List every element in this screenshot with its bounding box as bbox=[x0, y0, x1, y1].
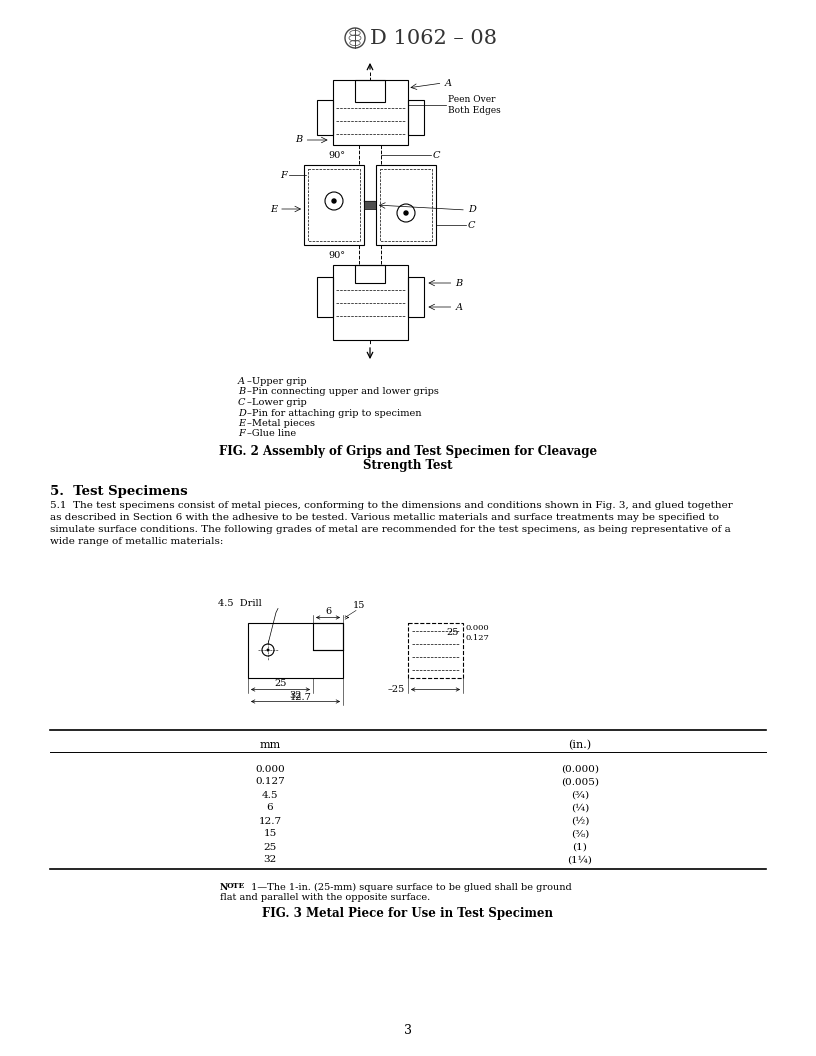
Text: B: B bbox=[455, 279, 463, 287]
Text: 12.7: 12.7 bbox=[259, 816, 282, 826]
Text: 15: 15 bbox=[264, 830, 277, 838]
Text: (1): (1) bbox=[573, 843, 588, 851]
Text: F: F bbox=[238, 430, 245, 438]
Text: (1¼): (1¼) bbox=[568, 855, 592, 865]
Text: 15: 15 bbox=[353, 602, 366, 610]
Text: FIG. 3 Metal Piece for Use in Test Specimen: FIG. 3 Metal Piece for Use in Test Speci… bbox=[263, 906, 553, 920]
Text: –Lower grip: –Lower grip bbox=[247, 398, 307, 407]
Text: (½): (½) bbox=[571, 816, 589, 826]
Text: as described in Section 6 with the adhesive to be tested. Various metallic mater: as described in Section 6 with the adhes… bbox=[50, 513, 719, 523]
Bar bbox=[313, 622, 343, 650]
Bar bbox=[380, 169, 432, 241]
Text: D: D bbox=[468, 206, 476, 214]
Text: –25: –25 bbox=[388, 685, 405, 694]
Text: (0.005): (0.005) bbox=[561, 777, 599, 787]
Text: OTE: OTE bbox=[227, 883, 246, 890]
Text: 6: 6 bbox=[267, 804, 273, 812]
Bar bbox=[248, 622, 343, 678]
Text: 90°: 90° bbox=[328, 250, 345, 260]
Circle shape bbox=[267, 648, 269, 652]
Bar bbox=[332, 265, 407, 340]
Text: FIG. 2 Assembly of Grips and Test Specimen for Cleavage: FIG. 2 Assembly of Grips and Test Specim… bbox=[219, 446, 597, 458]
Text: 25: 25 bbox=[446, 628, 459, 637]
Text: A: A bbox=[238, 377, 245, 386]
Text: B: B bbox=[238, 388, 245, 396]
Text: C: C bbox=[238, 398, 246, 407]
Bar bbox=[304, 165, 364, 245]
Bar bbox=[332, 80, 407, 145]
Text: 0.127: 0.127 bbox=[465, 634, 489, 641]
Text: D: D bbox=[238, 409, 246, 417]
Text: 4.5: 4.5 bbox=[262, 791, 278, 799]
Text: (³⁄₄): (³⁄₄) bbox=[571, 791, 589, 799]
Circle shape bbox=[404, 211, 408, 215]
Text: Strength Test: Strength Test bbox=[363, 458, 453, 471]
Bar bbox=[407, 100, 424, 135]
Text: wide range of metallic materials:: wide range of metallic materials: bbox=[50, 538, 224, 547]
Text: (0.000): (0.000) bbox=[561, 765, 599, 773]
Text: 0.000: 0.000 bbox=[465, 623, 489, 631]
Text: A: A bbox=[445, 78, 451, 88]
Text: (in.): (in.) bbox=[569, 739, 592, 750]
Text: 6: 6 bbox=[325, 606, 331, 616]
Bar bbox=[355, 265, 385, 283]
Bar bbox=[317, 100, 332, 135]
Bar bbox=[364, 201, 376, 209]
Bar bbox=[407, 277, 424, 317]
Text: 25: 25 bbox=[274, 679, 286, 689]
Text: –Pin connecting upper and lower grips: –Pin connecting upper and lower grips bbox=[247, 388, 439, 396]
Text: 0.127: 0.127 bbox=[255, 777, 285, 787]
Text: 32: 32 bbox=[289, 692, 302, 700]
Text: simulate surface conditions. The following grades of metal are recommended for t: simulate surface conditions. The followi… bbox=[50, 526, 731, 534]
Text: (¼): (¼) bbox=[571, 804, 589, 812]
Text: flat and parallel with the opposite surface.: flat and parallel with the opposite surf… bbox=[220, 893, 430, 903]
Text: C: C bbox=[433, 151, 441, 159]
Text: –Metal pieces: –Metal pieces bbox=[247, 419, 315, 428]
Text: (⅜): (⅜) bbox=[571, 830, 589, 838]
Text: 32: 32 bbox=[264, 855, 277, 865]
Text: –Upper grip: –Upper grip bbox=[247, 377, 307, 386]
Bar bbox=[408, 622, 463, 678]
Text: 5.1  The test specimens consist of metal pieces, conforming to the dimensions an: 5.1 The test specimens consist of metal … bbox=[50, 502, 733, 510]
Text: B: B bbox=[295, 135, 303, 145]
Text: 4.5  Drill: 4.5 Drill bbox=[218, 599, 262, 607]
Circle shape bbox=[332, 199, 336, 203]
Bar bbox=[317, 277, 332, 317]
Text: 90°: 90° bbox=[328, 151, 345, 159]
Text: 0.000: 0.000 bbox=[255, 765, 285, 773]
Bar bbox=[376, 165, 436, 245]
Text: 3: 3 bbox=[404, 1023, 412, 1037]
Text: A: A bbox=[455, 302, 463, 312]
Text: 12.7: 12.7 bbox=[290, 693, 312, 701]
Text: C: C bbox=[468, 221, 476, 229]
Text: 25: 25 bbox=[264, 843, 277, 851]
Text: mm: mm bbox=[259, 739, 281, 750]
Text: –Glue line: –Glue line bbox=[247, 430, 296, 438]
Text: Peen Over
Both Edges: Peen Over Both Edges bbox=[447, 95, 500, 115]
Bar bbox=[355, 80, 385, 102]
Text: 1—The 1-in. (25-mm) square surface to be glued shall be ground: 1—The 1-in. (25-mm) square surface to be… bbox=[248, 883, 572, 891]
Text: D 1062 – 08: D 1062 – 08 bbox=[370, 29, 497, 48]
Bar bbox=[308, 169, 360, 241]
Text: E: E bbox=[238, 419, 245, 428]
Text: E: E bbox=[270, 205, 277, 213]
Text: 5.  Test Specimens: 5. Test Specimens bbox=[50, 486, 188, 498]
Text: F: F bbox=[280, 170, 287, 180]
Text: N: N bbox=[220, 883, 228, 891]
Text: –Pin for attaching grip to specimen: –Pin for attaching grip to specimen bbox=[247, 409, 422, 417]
